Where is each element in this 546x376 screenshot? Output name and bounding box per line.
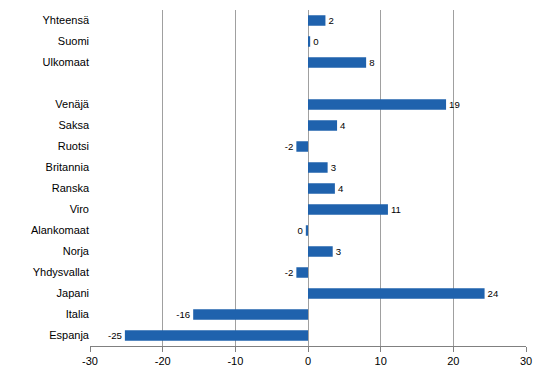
svg-text:0: 0 <box>305 355 311 367</box>
svg-text:Italia: Italia <box>66 308 90 320</box>
svg-text:-16: -16 <box>176 309 190 320</box>
svg-text:19: 19 <box>449 99 460 110</box>
svg-text:-10: -10 <box>227 355 243 367</box>
svg-text:-2: -2 <box>285 267 294 278</box>
svg-text:2: 2 <box>328 15 333 26</box>
svg-text:Yhdysvallat: Yhdysvallat <box>33 266 89 278</box>
svg-text:Espanja: Espanja <box>49 329 90 341</box>
svg-text:Ulkomaat: Ulkomaat <box>43 56 89 68</box>
svg-text:10: 10 <box>375 355 387 367</box>
svg-text:Norja: Norja <box>63 245 90 257</box>
svg-text:24: 24 <box>488 288 499 299</box>
svg-text:Japani: Japani <box>57 287 89 299</box>
svg-text:Suomi: Suomi <box>58 35 89 47</box>
svg-text:4: 4 <box>338 183 344 194</box>
svg-text:4: 4 <box>340 120 346 131</box>
svg-text:20: 20 <box>447 355 459 367</box>
svg-text:-20: -20 <box>155 355 171 367</box>
svg-text:3: 3 <box>331 162 336 173</box>
svg-text:Britannia: Britannia <box>46 161 90 173</box>
svg-text:8: 8 <box>369 57 374 68</box>
svg-text:Venäjä: Venäjä <box>55 98 90 110</box>
svg-text:-30: -30 <box>82 355 98 367</box>
svg-text:Alankomaat: Alankomaat <box>31 224 89 236</box>
svg-text:-2: -2 <box>285 141 294 152</box>
svg-text:Ranska: Ranska <box>52 182 90 194</box>
svg-text:30: 30 <box>520 355 532 367</box>
svg-text:Yhteensä: Yhteensä <box>43 14 90 26</box>
svg-text:Saksa: Saksa <box>58 119 89 131</box>
svg-text:0: 0 <box>297 225 302 236</box>
svg-text:Viro: Viro <box>70 203 89 215</box>
svg-text:Ruotsi: Ruotsi <box>58 140 89 152</box>
svg-text:3: 3 <box>336 246 341 257</box>
svg-text:-25: -25 <box>108 330 122 341</box>
svg-text:0: 0 <box>313 36 318 47</box>
svg-text:11: 11 <box>391 204 401 215</box>
